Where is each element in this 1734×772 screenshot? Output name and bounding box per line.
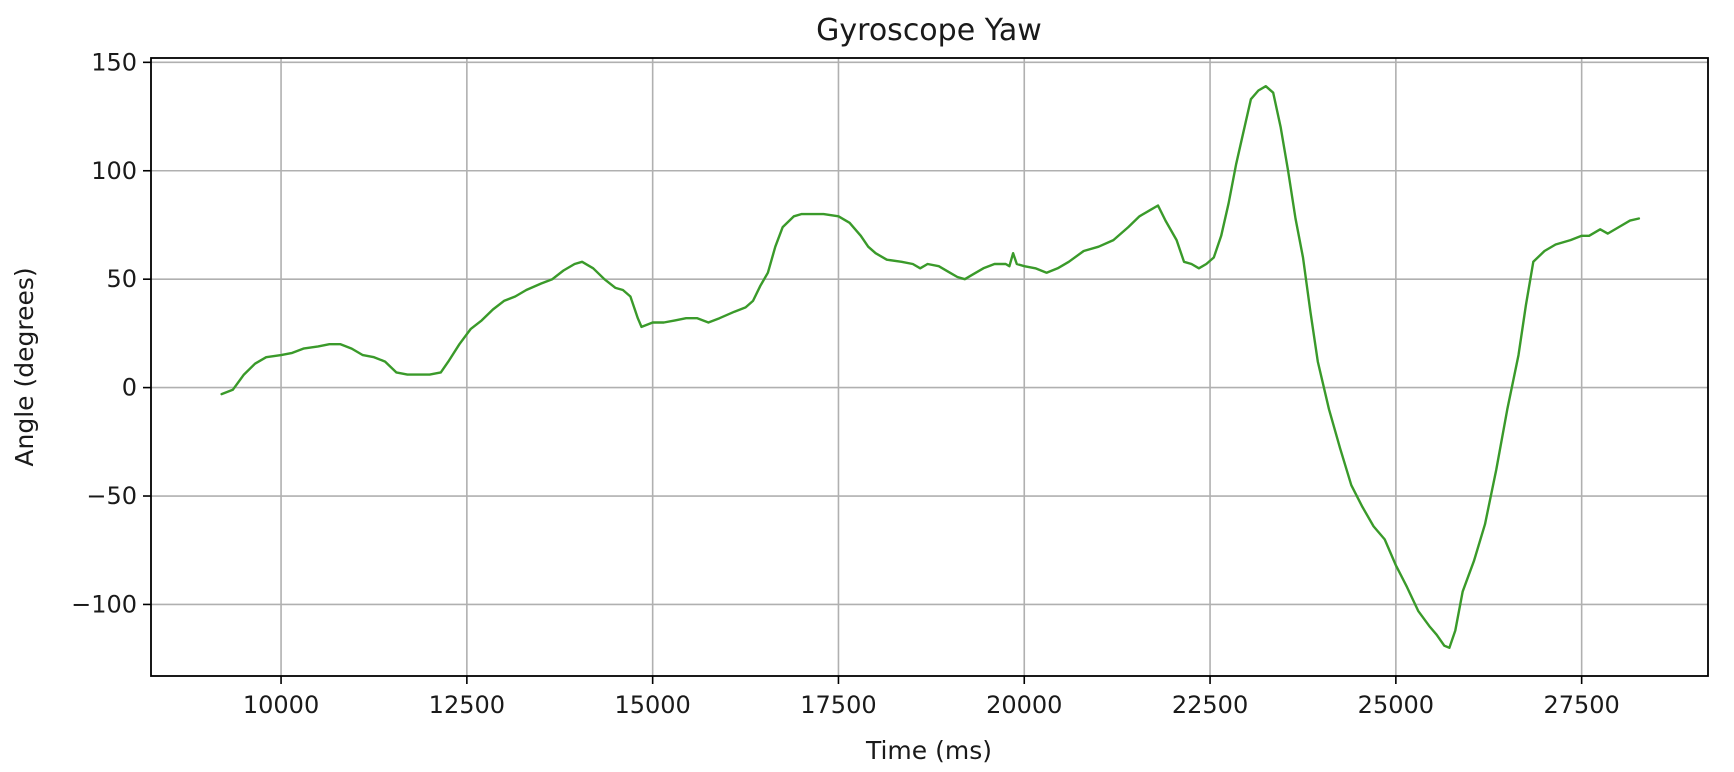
x-tick-label: 10000 xyxy=(243,691,319,719)
x-tick-label: 12500 xyxy=(429,691,505,719)
x-tick-label: 25000 xyxy=(1358,691,1434,719)
y-tick-label: 150 xyxy=(91,48,137,76)
chart-title: Gyroscope Yaw xyxy=(816,13,1042,48)
x-tick-label: 22500 xyxy=(1172,691,1248,719)
series-layer xyxy=(220,85,1641,649)
y-tick-label: −100 xyxy=(71,590,137,618)
x-tick-label: 27500 xyxy=(1543,691,1619,719)
plot-frame xyxy=(150,57,1709,677)
axis-ticks: 10000 12500 15000 17500 20000 22500 25000 27500… xyxy=(71,48,1620,719)
x-tick-label: 17500 xyxy=(800,691,876,719)
y-tick-label: 0 xyxy=(122,374,137,402)
x-axis-label: Time (ms) xyxy=(865,736,992,765)
x-tick-label: 15000 xyxy=(614,691,690,719)
x-tick-label: 20000 xyxy=(986,691,1062,719)
y-tick-label: −50 xyxy=(86,482,137,510)
series-line-0 xyxy=(220,85,1641,649)
grid xyxy=(151,58,1708,676)
y-axis-label: Angle (degrees) xyxy=(10,267,39,466)
y-tick-label: 50 xyxy=(106,265,137,293)
y-tick-label: 100 xyxy=(91,157,137,185)
